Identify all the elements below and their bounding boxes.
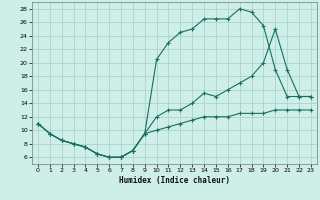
X-axis label: Humidex (Indice chaleur): Humidex (Indice chaleur) bbox=[119, 176, 230, 185]
